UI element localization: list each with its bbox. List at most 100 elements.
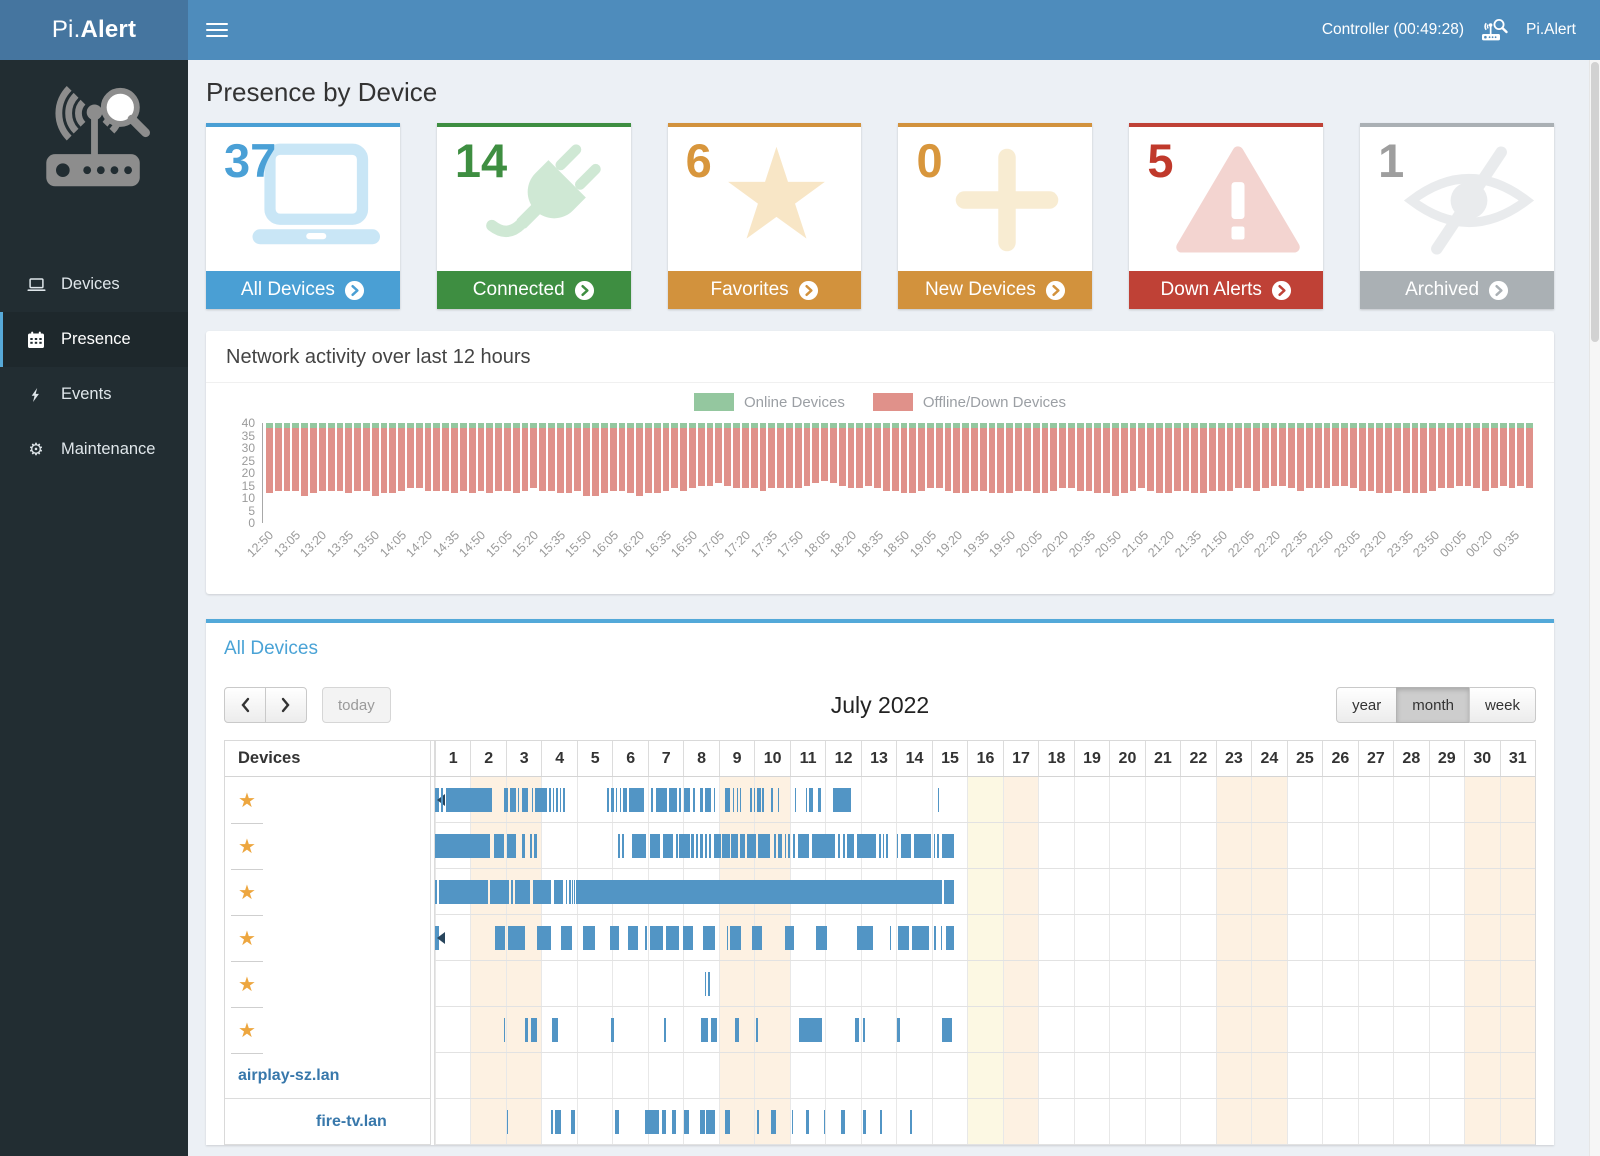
presence-bar[interactable] — [726, 925, 729, 950]
device-name-link[interactable]: fire-tv.lan — [316, 1112, 387, 1130]
presence-bar[interactable] — [757, 833, 771, 858]
presence-bar[interactable] — [756, 1017, 758, 1042]
presence-bar[interactable] — [701, 1017, 708, 1042]
presence-bar[interactable] — [862, 1109, 867, 1134]
presence-bar[interactable] — [897, 833, 899, 858]
presence-bar[interactable] — [615, 787, 618, 812]
sidebar-item-devices[interactable]: Devices — [0, 257, 188, 312]
presence-bar[interactable] — [570, 1109, 576, 1134]
presence-bar[interactable] — [933, 925, 937, 950]
presence-bar[interactable] — [525, 1017, 528, 1042]
presence-bar[interactable] — [942, 833, 954, 858]
presence-bar[interactable] — [511, 879, 514, 904]
presence-bar[interactable] — [944, 879, 954, 904]
presence-bar[interactable] — [494, 925, 506, 950]
presence-bar[interactable] — [645, 1109, 659, 1134]
presence-bar[interactable] — [665, 925, 680, 950]
presence-bar[interactable] — [795, 787, 797, 812]
presence-bar[interactable] — [731, 833, 739, 858]
presence-bar[interactable] — [750, 787, 752, 812]
presence-bar[interactable] — [817, 787, 822, 812]
presence-bar[interactable] — [847, 833, 855, 858]
presence-bar[interactable] — [837, 833, 840, 858]
presence-bar[interactable] — [937, 833, 939, 858]
presence-bar[interactable] — [435, 925, 445, 950]
presence-bar[interactable] — [788, 833, 790, 858]
presence-bar[interactable] — [623, 787, 628, 812]
presence-bar[interactable] — [435, 833, 490, 858]
presence-bar[interactable] — [560, 925, 572, 950]
presence-bar[interactable] — [563, 787, 565, 812]
presence-bar[interactable] — [649, 925, 663, 950]
presence-bar[interactable] — [610, 1017, 615, 1042]
presence-bar[interactable] — [747, 833, 757, 858]
device-name-link[interactable]: airplay-sz.lan — [238, 1066, 340, 1084]
presence-bar[interactable] — [617, 833, 620, 858]
presence-bar[interactable] — [704, 971, 706, 996]
presence-bar[interactable] — [537, 925, 552, 950]
app-name[interactable]: Pi.Alert — [1526, 21, 1576, 38]
page-scrollbar[interactable] — [1589, 60, 1600, 1156]
presence-bar[interactable] — [506, 1109, 509, 1134]
presence-bar[interactable] — [669, 787, 677, 812]
presence-bar[interactable] — [571, 879, 574, 904]
presence-bar[interactable] — [552, 787, 555, 812]
presence-bar[interactable] — [862, 1017, 866, 1042]
presence-bar[interactable] — [771, 1109, 776, 1134]
presence-bar[interactable] — [702, 925, 715, 950]
presence-bar[interactable] — [700, 1109, 705, 1134]
presence-bar[interactable] — [493, 833, 505, 858]
presence-bar[interactable] — [857, 925, 874, 950]
presence-bar[interactable] — [553, 879, 564, 904]
view-week-button[interactable]: week — [1468, 687, 1536, 723]
presence-bar[interactable] — [843, 833, 845, 858]
presence-bar[interactable] — [706, 1109, 716, 1134]
presence-bar[interactable] — [757, 787, 761, 812]
presence-bar[interactable] — [740, 833, 746, 858]
presence-bar[interactable] — [841, 1109, 845, 1134]
presence-bar[interactable] — [784, 925, 795, 950]
presence-bar[interactable] — [565, 879, 567, 904]
presence-bar[interactable] — [740, 787, 742, 812]
presence-bar[interactable] — [672, 1109, 677, 1134]
presence-bar[interactable] — [805, 1109, 810, 1134]
presence-bar[interactable] — [435, 879, 438, 904]
presence-bar[interactable] — [533, 833, 538, 858]
presence-bar[interactable] — [855, 1017, 860, 1042]
presence-bar[interactable] — [679, 833, 690, 858]
presence-bar[interactable] — [645, 925, 647, 950]
connected-link[interactable]: Connected — [436, 271, 631, 309]
presence-bar[interactable] — [521, 787, 528, 812]
presence-bar[interactable] — [882, 833, 885, 858]
presence-bar[interactable] — [517, 787, 520, 812]
presence-bar[interactable] — [609, 925, 619, 950]
presence-bar[interactable] — [693, 787, 696, 812]
presence-bar[interactable] — [576, 879, 942, 904]
presence-bar[interactable] — [554, 1109, 561, 1134]
presence-bar[interactable] — [933, 833, 936, 858]
presence-bar[interactable] — [655, 787, 668, 812]
presence-bar[interactable] — [506, 833, 516, 858]
presence-bar[interactable] — [631, 833, 647, 858]
presence-bar[interactable] — [798, 1017, 822, 1042]
presence-bar[interactable] — [530, 1017, 538, 1042]
presence-bar[interactable] — [663, 1017, 666, 1042]
presence-bar[interactable] — [684, 1109, 689, 1134]
sidebar-item-presence[interactable]: Presence — [0, 312, 188, 367]
presence-bar[interactable] — [509, 787, 516, 812]
presence-bar[interactable] — [751, 925, 763, 950]
presence-bar[interactable] — [736, 787, 738, 812]
presence-bar[interactable] — [507, 925, 526, 950]
presence-bar[interactable] — [622, 833, 625, 858]
presence-bar[interactable] — [549, 787, 551, 812]
presence-bar[interactable] — [778, 833, 783, 858]
presence-bar[interactable] — [771, 787, 773, 812]
presence-bar[interactable] — [762, 787, 765, 812]
controller-status[interactable]: Controller (00:49:28) — [1321, 21, 1465, 38]
presence-bar[interactable] — [675, 833, 678, 858]
menu-icon[interactable] — [206, 19, 228, 41]
presence-bar[interactable] — [725, 1109, 730, 1134]
presence-bar[interactable] — [725, 787, 731, 812]
presence-bar[interactable] — [559, 787, 562, 812]
presence-bar[interactable] — [531, 787, 533, 812]
